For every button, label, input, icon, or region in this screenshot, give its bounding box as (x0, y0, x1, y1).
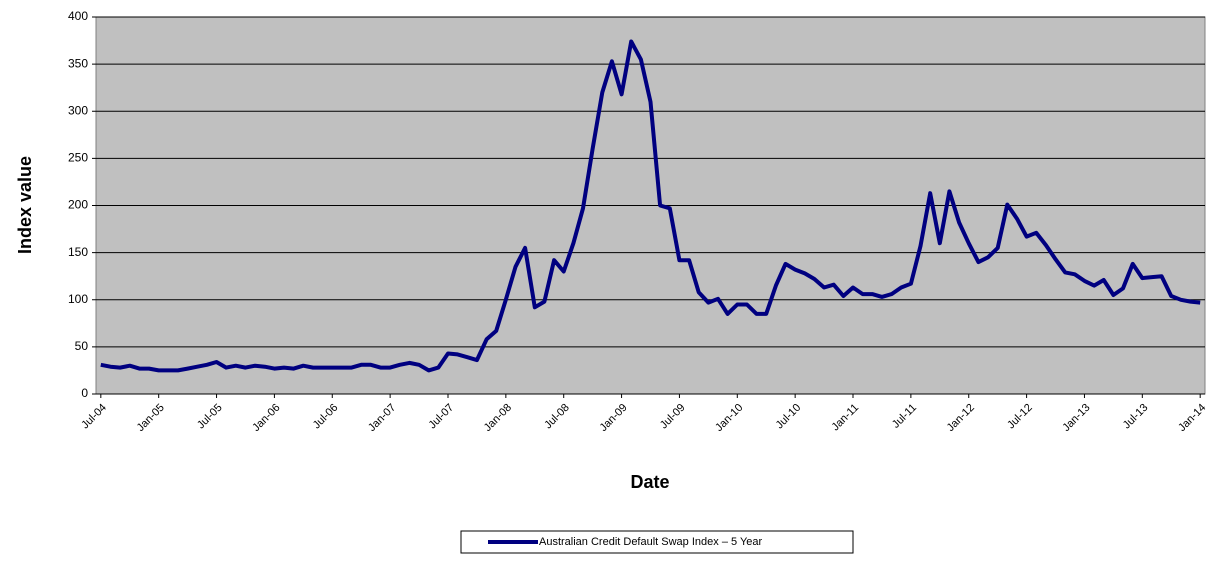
x-tick-label: Jul-04 (79, 402, 109, 432)
x-tick-label: Jul-06 (311, 402, 341, 432)
legend-label: Australian Credit Default Swap Index – 5… (539, 536, 763, 548)
y-tick-label: 350 (68, 56, 88, 70)
data-line (100, 39, 1201, 373)
x-tick-label: Jul-07 (426, 402, 456, 432)
y-tick-label: 150 (68, 245, 88, 259)
x-tick-label: Jul-10 (774, 402, 804, 432)
y-tick-label: 250 (68, 151, 88, 165)
x-tick-label: Jan-09 (597, 402, 629, 434)
x-tick-label: Jul-11 (890, 402, 919, 431)
y-axis-title: Index value (15, 156, 35, 254)
x-tick-label: Jan-05 (135, 402, 167, 434)
x-tick-label: Jan-10 (713, 402, 745, 434)
y-tick-label: 0 (81, 386, 88, 400)
x-tick-label: Jan-11 (829, 402, 861, 434)
x-axis-title: Date (630, 472, 669, 492)
x-tick-label: Jan-13 (1060, 402, 1092, 434)
x-tick-label: Jan-06 (250, 402, 282, 434)
y-tick-label: 100 (68, 292, 88, 306)
y-tick-label: 200 (68, 198, 88, 212)
legend (460, 530, 854, 554)
x-tick-label: Jul-08 (542, 402, 572, 432)
x-tick-label: Jan-12 (945, 402, 977, 434)
y-tick-label: 300 (68, 103, 88, 117)
x-tick-label: Jul-05 (195, 402, 225, 432)
x-tick-label: Jul-12 (1005, 402, 1035, 432)
x-tick-label: Jan-08 (482, 402, 514, 434)
x-tick-label: Jan-07 (366, 402, 398, 434)
x-tick-label: Jan-14 (1176, 402, 1208, 434)
y-tick-label: 50 (75, 339, 89, 353)
y-tick-label: 400 (68, 9, 88, 23)
x-tick-label: Jul-09 (658, 402, 688, 432)
x-tick-label: Jul-13 (1121, 402, 1151, 432)
